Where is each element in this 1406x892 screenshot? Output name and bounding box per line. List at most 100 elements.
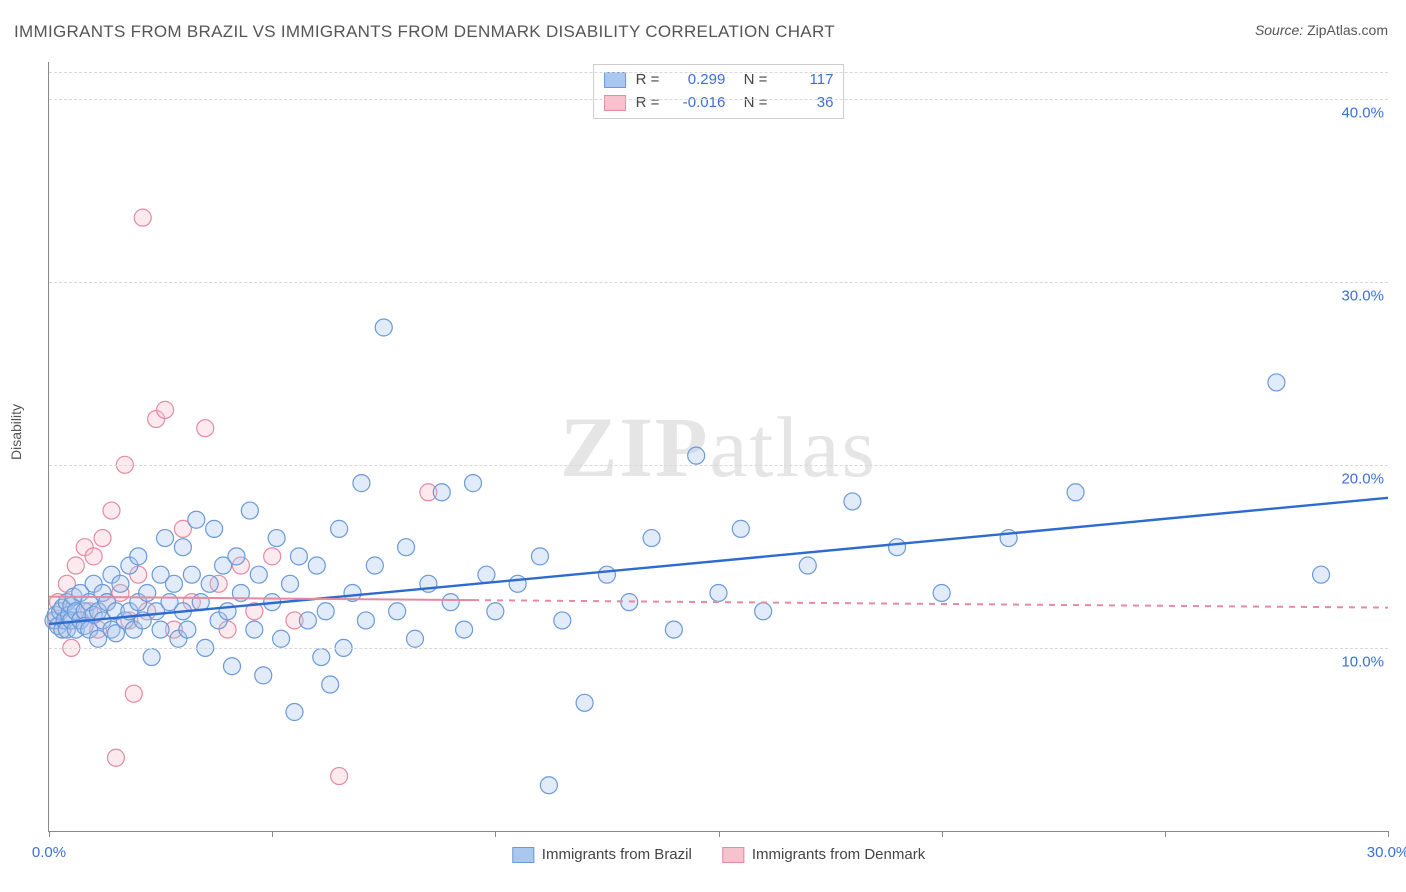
data-point xyxy=(353,475,370,492)
data-point xyxy=(188,511,205,528)
plot-area: ZIPatlas R = 0.299 N = 117 R = -0.016 N … xyxy=(48,62,1388,832)
data-point xyxy=(456,621,473,638)
data-point xyxy=(366,557,383,574)
data-point xyxy=(487,603,504,620)
data-point xyxy=(357,612,374,629)
data-point xyxy=(331,768,348,785)
x-tick xyxy=(942,831,943,837)
y-axis-label: Disability xyxy=(8,404,24,460)
y-tick-label: 40.0% xyxy=(1341,104,1390,121)
data-point xyxy=(219,603,236,620)
x-tick xyxy=(272,831,273,837)
data-point xyxy=(157,530,174,547)
data-point xyxy=(228,548,245,565)
gridline xyxy=(49,282,1388,283)
data-point xyxy=(143,649,160,666)
plot-svg xyxy=(49,62,1388,831)
data-point xyxy=(94,530,111,547)
gridline xyxy=(49,465,1388,466)
legend-item-denmark: Immigrants from Denmark xyxy=(722,846,925,863)
x-tick xyxy=(719,831,720,837)
x-tick-label: 0.0% xyxy=(32,844,66,861)
y-tick-label: 20.0% xyxy=(1341,470,1390,487)
data-point xyxy=(313,649,330,666)
data-point xyxy=(183,566,200,583)
data-point xyxy=(206,520,223,537)
gridline xyxy=(49,648,1388,649)
data-point xyxy=(139,584,156,601)
data-point xyxy=(1313,566,1330,583)
x-tick xyxy=(49,831,50,837)
data-point xyxy=(509,575,526,592)
source-value: ZipAtlas.com xyxy=(1307,22,1388,38)
data-point xyxy=(157,401,174,418)
data-point xyxy=(264,548,281,565)
source-credit: Source: ZipAtlas.com xyxy=(1255,22,1388,38)
data-point xyxy=(130,548,147,565)
data-point xyxy=(1268,374,1285,391)
data-point xyxy=(688,447,705,464)
data-point xyxy=(250,566,267,583)
legend-label-brazil: Immigrants from Brazil xyxy=(542,846,692,863)
y-tick-label: 30.0% xyxy=(1341,287,1390,304)
source-label: Source: xyxy=(1255,22,1303,38)
x-tick xyxy=(495,831,496,837)
data-point xyxy=(389,603,406,620)
data-point xyxy=(540,777,557,794)
trend-line-dashed xyxy=(473,600,1388,608)
data-point xyxy=(282,575,299,592)
data-point xyxy=(308,557,325,574)
data-point xyxy=(433,484,450,501)
data-point xyxy=(732,520,749,537)
data-point xyxy=(933,584,950,601)
data-point xyxy=(268,530,285,547)
legend-item-brazil: Immigrants from Brazil xyxy=(512,846,692,863)
data-point xyxy=(107,749,124,766)
data-point xyxy=(665,621,682,638)
correlation-chart: IMMIGRANTS FROM BRAZIL VS IMMIGRANTS FRO… xyxy=(0,0,1406,892)
data-point xyxy=(241,502,258,519)
data-point xyxy=(331,520,348,537)
data-point xyxy=(375,319,392,336)
data-point xyxy=(223,658,240,675)
legend-label-denmark: Immigrants from Denmark xyxy=(752,846,925,863)
data-point xyxy=(710,584,727,601)
series-legend: Immigrants from Brazil Immigrants from D… xyxy=(512,846,925,863)
data-point xyxy=(246,621,263,638)
data-point xyxy=(165,575,182,592)
swatch-denmark-icon xyxy=(722,847,744,863)
x-tick xyxy=(1388,831,1389,837)
data-point xyxy=(174,539,191,556)
data-point xyxy=(465,475,482,492)
data-point xyxy=(134,209,151,226)
x-tick xyxy=(1165,831,1166,837)
data-point xyxy=(755,603,772,620)
data-point xyxy=(799,557,816,574)
data-point xyxy=(286,703,303,720)
data-point xyxy=(442,594,459,611)
data-point xyxy=(273,630,290,647)
gridline-top xyxy=(49,72,1388,73)
data-point xyxy=(1067,484,1084,501)
data-point xyxy=(299,612,316,629)
data-point xyxy=(201,575,218,592)
data-point xyxy=(85,548,102,565)
data-point xyxy=(554,612,571,629)
data-point xyxy=(398,539,415,556)
gridline xyxy=(49,99,1388,100)
data-point xyxy=(576,694,593,711)
data-point xyxy=(406,630,423,647)
data-point xyxy=(179,621,196,638)
data-point xyxy=(478,566,495,583)
data-point xyxy=(152,621,169,638)
data-point xyxy=(112,575,129,592)
x-tick-label: 30.0% xyxy=(1367,844,1406,861)
data-point xyxy=(67,557,84,574)
data-point xyxy=(643,530,660,547)
data-point xyxy=(844,493,861,510)
swatch-brazil-icon xyxy=(512,847,534,863)
data-point xyxy=(322,676,339,693)
data-point xyxy=(317,603,334,620)
data-point xyxy=(598,566,615,583)
data-point xyxy=(889,539,906,556)
